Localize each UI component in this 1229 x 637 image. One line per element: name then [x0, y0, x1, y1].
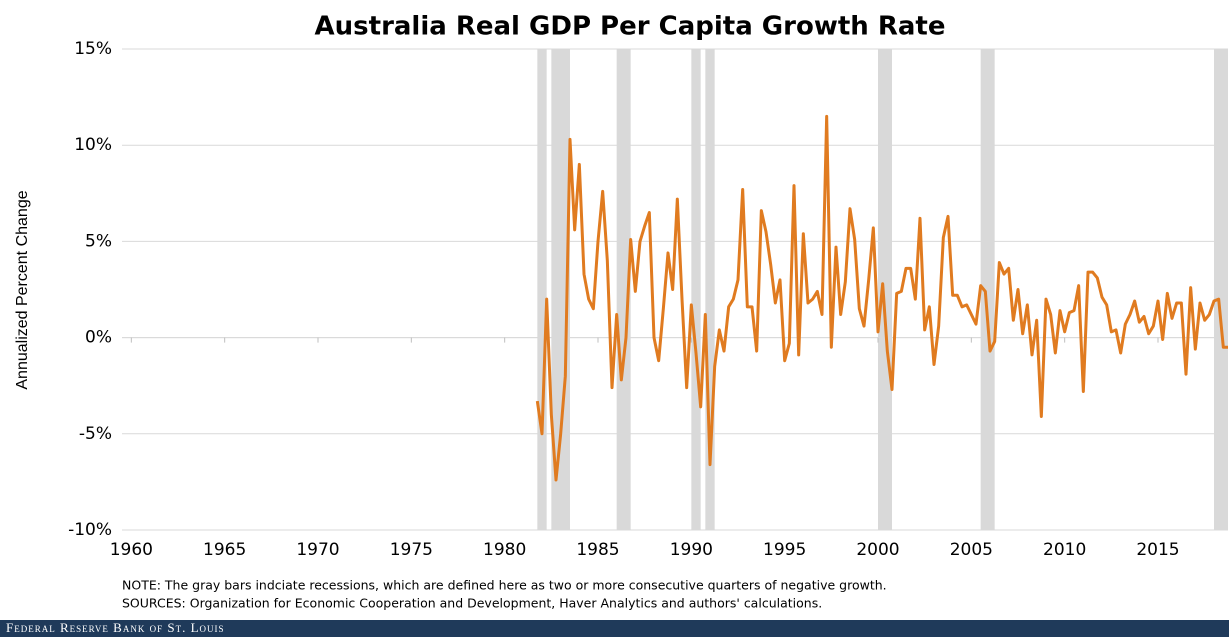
- note: NOTE: The gray bars indciate recessions,…: [122, 578, 887, 593]
- recession-band: [705, 49, 715, 530]
- y-axis-label: Annualized Percent Change: [14, 190, 31, 389]
- y-tick-label: 15%: [74, 39, 112, 59]
- x-tick-label: 2005: [950, 540, 993, 560]
- x-tick-label: 1975: [390, 540, 433, 560]
- y-tick-label: -5%: [79, 424, 112, 444]
- series-line: [535, 114, 1228, 482]
- chart-title: Australia Real GDP Per Capita Growth Rat…: [315, 12, 946, 42]
- sources: SOURCES: Organization for Economic Coope…: [122, 596, 822, 611]
- y-tick-label: 0%: [85, 328, 112, 348]
- footer: Federal Reserve Bank of St. Louis: [6, 620, 225, 635]
- recession-band: [691, 49, 701, 530]
- x-tick-label: 1980: [483, 540, 526, 560]
- y-tick-label: -10%: [68, 520, 112, 540]
- x-tick-label: 2015: [1136, 540, 1179, 560]
- x-tick-label: 1960: [110, 540, 153, 560]
- x-tick-label: 1965: [203, 540, 246, 560]
- recession-band: [878, 49, 892, 530]
- recession-band: [551, 49, 570, 530]
- recession-band: [980, 49, 995, 530]
- x-tick-label: 2010: [1043, 540, 1086, 560]
- x-tick-label: 1990: [670, 540, 713, 560]
- x-tick-label: 1995: [763, 540, 806, 560]
- y-tick-label: 10%: [74, 135, 112, 155]
- recession-band: [537, 49, 547, 530]
- footer-bar: [0, 620, 1229, 637]
- y-tick-label: 5%: [85, 231, 112, 251]
- x-tick-label: 1985: [576, 540, 619, 560]
- x-tick-label: 2000: [856, 540, 899, 560]
- recession-band: [616, 49, 631, 530]
- x-tick-label: 1970: [296, 540, 339, 560]
- recession-band: [1214, 49, 1228, 530]
